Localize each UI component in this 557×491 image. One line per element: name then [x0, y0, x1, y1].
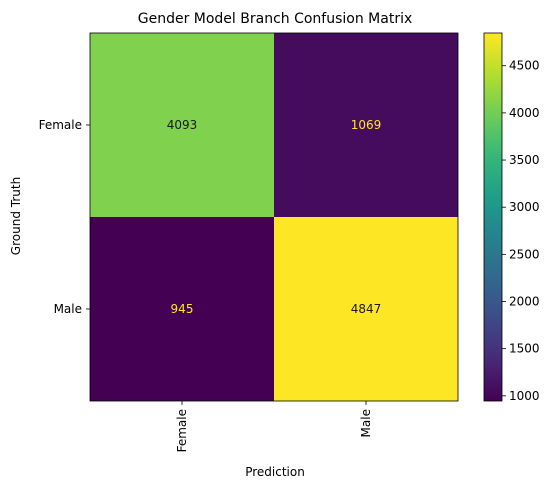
- colorbar-tick-label: 2500: [509, 247, 540, 261]
- y-tick-label: Female: [39, 118, 82, 132]
- cell-value-label: 4847: [351, 302, 382, 316]
- matrix-cell: [274, 217, 458, 401]
- colorbar-tick-label: 3000: [509, 200, 540, 214]
- colorbar: [483, 32, 503, 402]
- matrix-cell: [274, 33, 458, 217]
- y-tick-label: Male: [54, 302, 82, 316]
- matrix-cell: [90, 217, 274, 401]
- cell-value-label: 945: [171, 302, 194, 316]
- colorbar-tick-label: 1000: [509, 389, 540, 403]
- colorbar-tick-label: 2000: [509, 295, 540, 309]
- y-axis-label: Ground Truth: [9, 177, 23, 255]
- x-tick-label: Male: [359, 409, 373, 437]
- colorbar-tick-label: 4500: [509, 59, 540, 73]
- x-axis-label: Prediction: [245, 465, 305, 479]
- colorbar-tick-label: 1500: [509, 342, 540, 356]
- cell-value-label: 4093: [167, 118, 198, 132]
- colorbar-tick-label: 3500: [509, 153, 540, 167]
- cell-value-label: 1069: [351, 118, 382, 132]
- chart-title: Gender Model Branch Confusion Matrix: [138, 11, 413, 27]
- plot-frame: [89, 32, 459, 402]
- matrix-cell: [90, 33, 274, 217]
- x-tick-label: Female: [175, 409, 189, 452]
- colorbar-tick-label: 4000: [509, 106, 540, 120]
